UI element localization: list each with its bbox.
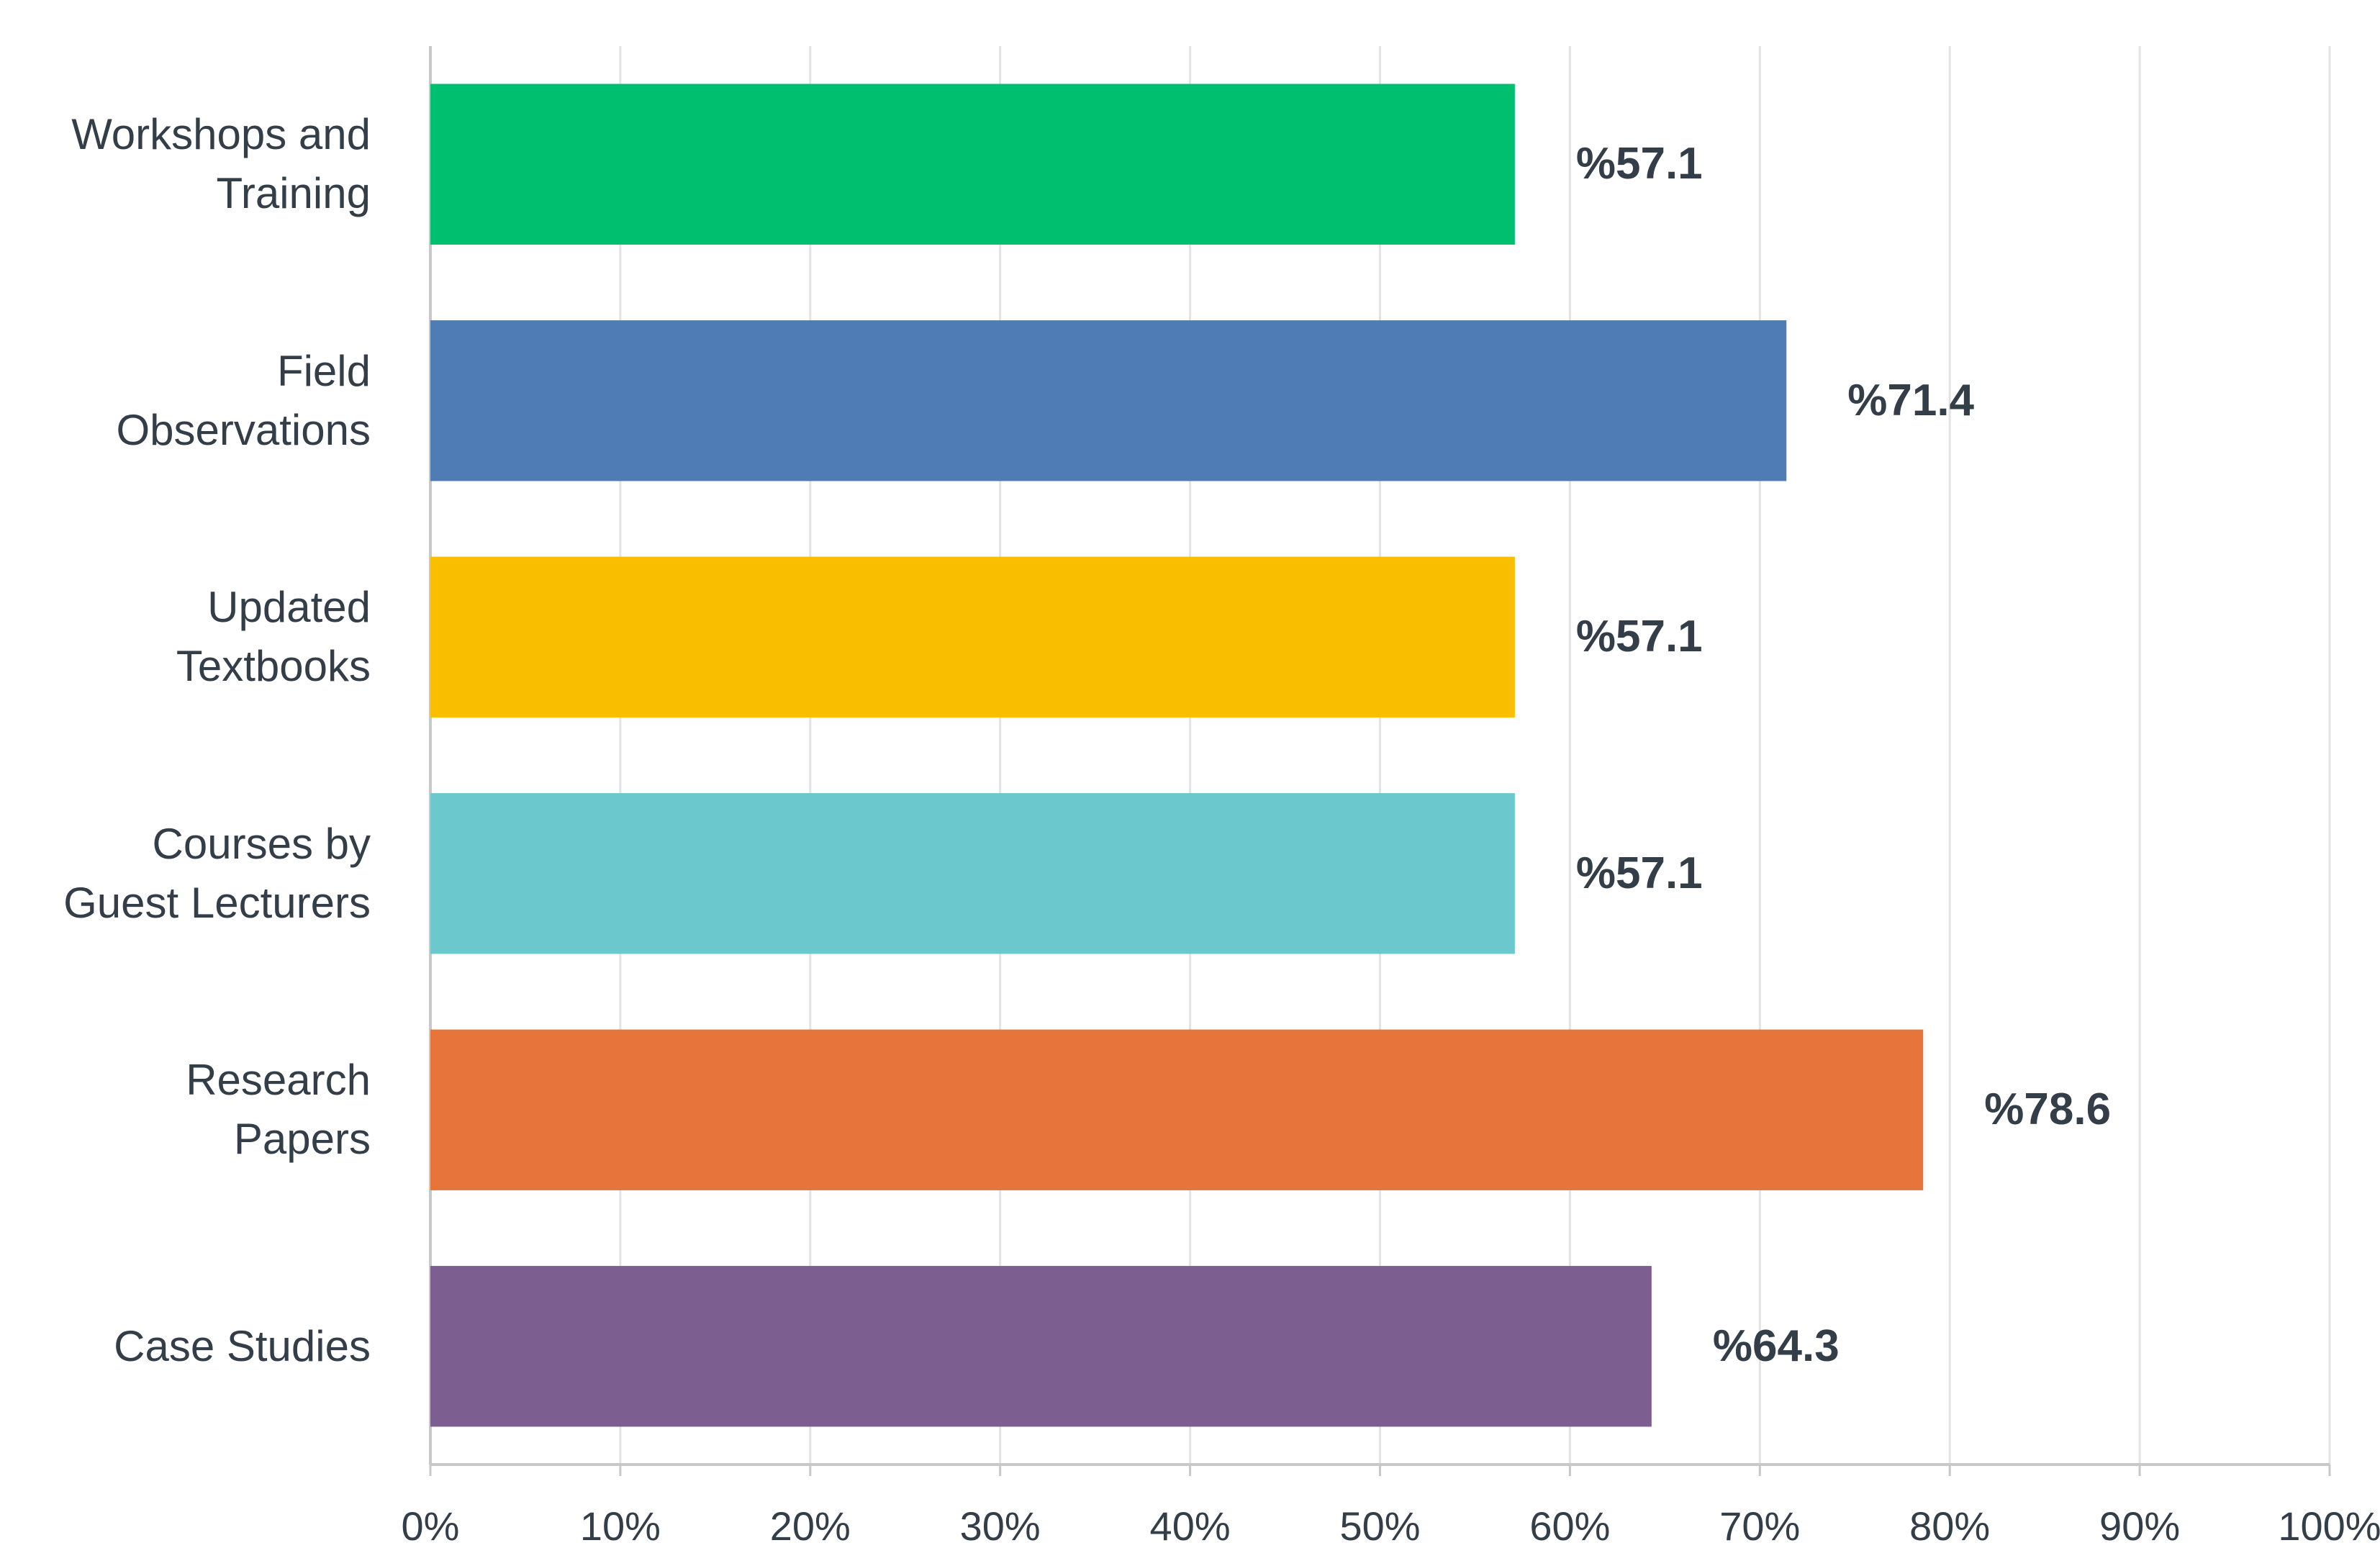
value-label: %57.1 [1575, 612, 1703, 662]
x-tick-label: 70% [1719, 1503, 1801, 1549]
bar [430, 1029, 1924, 1190]
y-tick-label: Courses by Guest Lecturers [63, 819, 371, 927]
value-label: %57.1 [1575, 139, 1703, 189]
value-label: %64.3 [1712, 1321, 1840, 1371]
y-tick-label: Updated Textbooks [176, 583, 371, 691]
bar [430, 83, 1515, 245]
value-label: %71.4 [1847, 375, 1975, 425]
bar [430, 320, 1787, 481]
y-tick-label: Workshops and Training [71, 110, 371, 218]
x-tick-label: 80% [1909, 1503, 1991, 1549]
y-tick-label: Field Observations [116, 346, 371, 454]
value-label: %57.1 [1575, 848, 1703, 898]
x-tick-label: 90% [2099, 1503, 2181, 1549]
y-tick-label: Research Papers [186, 1056, 371, 1164]
bar [430, 793, 1515, 954]
x-tick-label: 10% [579, 1503, 661, 1549]
x-tick-label: 20% [769, 1503, 851, 1549]
bar [430, 556, 1515, 718]
y-tick-label: Case Studies [114, 1321, 371, 1370]
x-tick-label: 0% [401, 1503, 460, 1549]
x-tick-label: 100% [2278, 1503, 2380, 1549]
bar [430, 1266, 1652, 1427]
x-tick-label: 40% [1149, 1503, 1231, 1549]
x-tick-label: 60% [1529, 1503, 1611, 1549]
x-tick-label: 30% [959, 1503, 1041, 1549]
value-label: %78.6 [1984, 1085, 2112, 1135]
x-tick-label: 50% [1339, 1503, 1421, 1549]
